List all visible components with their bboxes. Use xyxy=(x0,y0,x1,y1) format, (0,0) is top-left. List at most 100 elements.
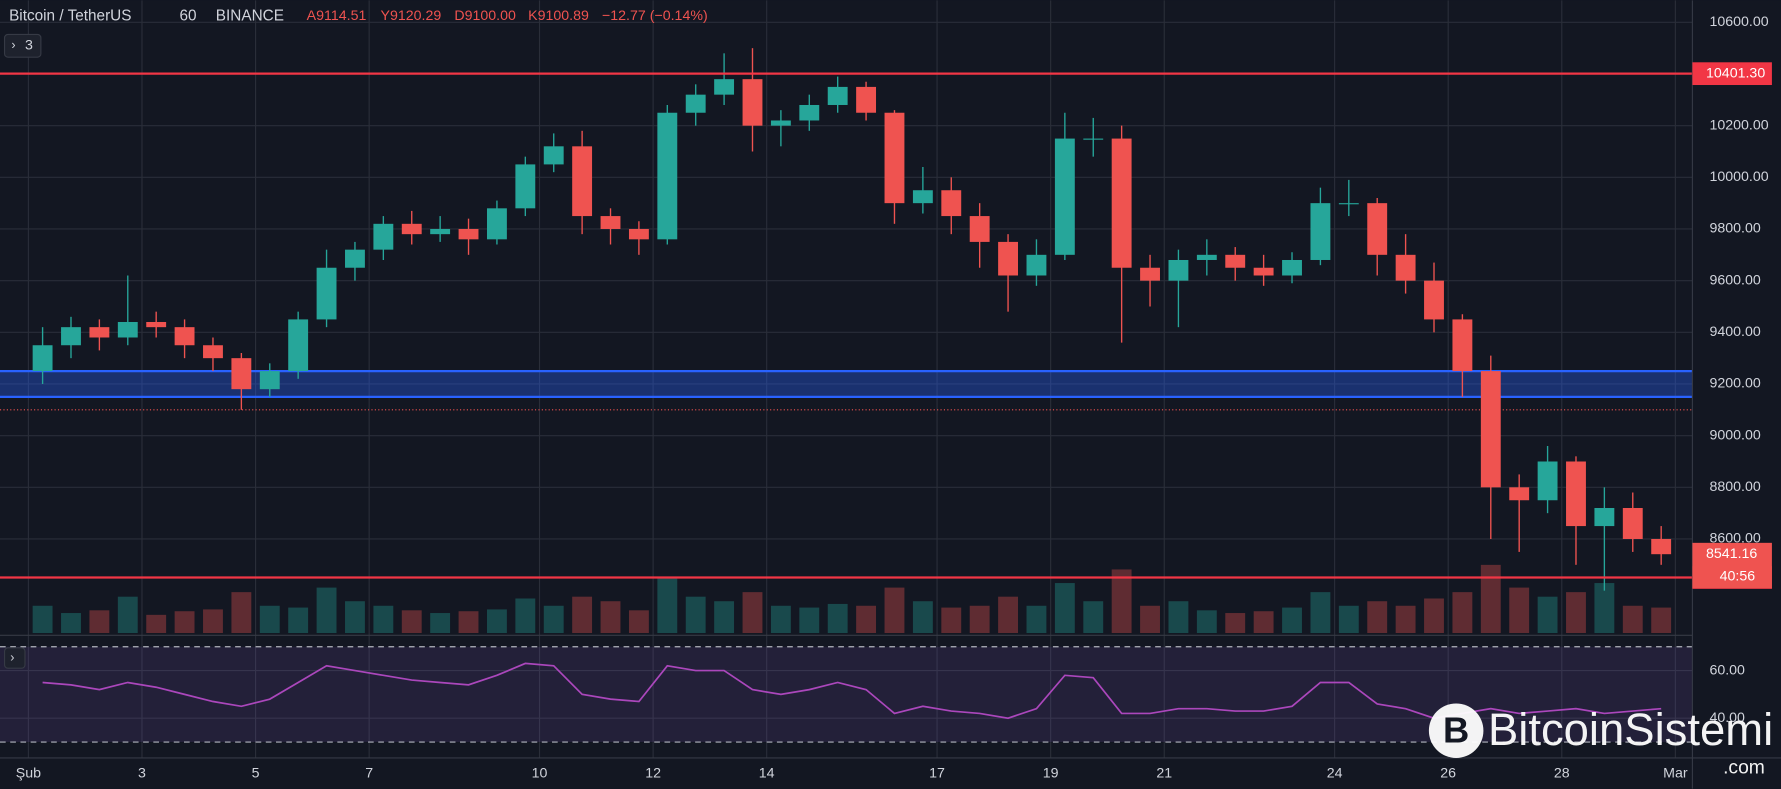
volume-bar xyxy=(1566,592,1586,634)
rsi-toggle[interactable] xyxy=(3,647,26,669)
volume-bar xyxy=(1310,592,1331,634)
rsi-line xyxy=(42,662,1662,720)
candle-body xyxy=(1395,254,1416,281)
volume-bar xyxy=(1083,601,1104,634)
candle-body xyxy=(401,223,422,235)
volume-bar xyxy=(1111,569,1132,634)
candle-body xyxy=(1111,138,1132,268)
logo-circle xyxy=(1428,703,1484,758)
y-tick-label: 9600.00 xyxy=(1709,272,1760,288)
volume-bar xyxy=(203,609,223,634)
candle-body xyxy=(1338,203,1359,205)
candle-body xyxy=(89,327,110,338)
candle-body xyxy=(1537,461,1558,501)
volume-bar xyxy=(884,587,905,634)
x-tick-label: 5 xyxy=(252,766,260,782)
x-tick-label: 26 xyxy=(1440,766,1456,782)
volume-bar xyxy=(998,596,1018,634)
volume-bar xyxy=(1196,610,1217,634)
indicator-toggle[interactable] xyxy=(3,33,42,58)
candle-body xyxy=(1622,507,1643,539)
legend-value: K9100.89 xyxy=(528,8,589,24)
candle-body xyxy=(458,228,479,240)
candle-body xyxy=(231,358,252,390)
indicator-count: 3 xyxy=(25,38,33,54)
volume-bar xyxy=(231,592,252,634)
candle-body xyxy=(657,112,678,240)
plot xyxy=(0,48,1693,743)
x-tick-label: Mar xyxy=(1663,766,1688,782)
candle-body xyxy=(1367,203,1388,255)
candle-body xyxy=(430,228,451,235)
x-tick-label: 17 xyxy=(929,766,945,782)
ohlc-legend: A9114.51 Y9120.29 D9100.00 K9100.89 −12.77 (… xyxy=(307,8,708,24)
candle-body xyxy=(912,190,933,204)
y-tick-label: 9800.00 xyxy=(1709,221,1760,237)
y-tick-label: 10600.00 xyxy=(1709,14,1768,30)
interval: 60 xyxy=(179,7,196,24)
watermark: B BitcoinSistemi .com xyxy=(1428,703,1773,778)
volume-bar xyxy=(1168,601,1189,634)
logo-b: B xyxy=(1443,710,1469,751)
candle-body xyxy=(515,164,536,209)
rsi-band xyxy=(0,646,1693,743)
candle-body xyxy=(1480,371,1501,488)
volume-bar xyxy=(401,610,422,634)
y-tick-label: 9400.00 xyxy=(1709,324,1760,340)
countdown: 40:56 xyxy=(1720,569,1756,585)
volume-bar xyxy=(856,605,877,634)
axis: 10600.0010400.0010200.0010000.009800.009… xyxy=(16,14,1772,782)
candle-body xyxy=(288,319,309,372)
candle-body xyxy=(1140,267,1160,281)
x-tick-label: 19 xyxy=(1043,766,1059,782)
y-tick-label: 9000.00 xyxy=(1709,427,1760,443)
volume-bar xyxy=(61,613,81,634)
brand-suffix: .com xyxy=(1723,757,1765,778)
y-tick-label: 9200.00 xyxy=(1709,376,1760,392)
volume-bar xyxy=(941,607,962,634)
last-price-badge xyxy=(1692,542,1772,589)
candle-body xyxy=(600,216,621,229)
grid xyxy=(0,0,1693,758)
volume-bar xyxy=(1622,605,1643,634)
x-tick-label: 28 xyxy=(1554,766,1570,782)
y-tick-label: 10200.00 xyxy=(1709,117,1768,133)
candle-body xyxy=(628,228,649,240)
candle-body xyxy=(1310,203,1331,260)
header: Bitcoin / TetherUS 60 BINANCE A9114.51 Y9… xyxy=(3,7,708,669)
candle-body xyxy=(373,223,394,250)
candle-body xyxy=(486,208,507,240)
level-label: 10401.30 xyxy=(1706,65,1765,81)
volume-bar xyxy=(316,587,337,634)
volume-bar xyxy=(912,601,933,634)
chevron: › xyxy=(11,38,15,52)
volume-bar xyxy=(117,596,138,634)
y-tick-label: 8600.00 xyxy=(1709,531,1760,547)
x-tick-label: 10 xyxy=(532,766,548,782)
candle-body xyxy=(572,146,593,217)
volume-bar xyxy=(32,605,53,634)
x-tick-label: 14 xyxy=(759,766,775,782)
legend-value: A9114.51 xyxy=(307,8,367,24)
volume-bar xyxy=(1282,607,1302,634)
candle-body xyxy=(1225,254,1246,268)
candle-body xyxy=(1424,280,1444,320)
candle-body xyxy=(117,321,138,338)
candle-body xyxy=(856,86,877,113)
candle-body xyxy=(174,327,195,346)
candle-body xyxy=(1054,138,1075,255)
volume-bar xyxy=(657,578,678,634)
x-tick-label: 12 xyxy=(645,766,661,782)
y-tick-label: 8800.00 xyxy=(1709,479,1760,495)
volume-bar xyxy=(770,605,791,634)
candle-body xyxy=(1253,267,1274,276)
candle-body xyxy=(146,321,167,328)
candle-body xyxy=(742,79,763,126)
volume-bar xyxy=(543,605,564,634)
legend-value: Y9120.29 xyxy=(381,8,442,24)
volume-bar xyxy=(259,605,280,634)
volume-bar xyxy=(174,611,195,634)
rsi-tick-label: 40.00 xyxy=(1709,710,1745,726)
volume-bar xyxy=(572,596,593,634)
volume-bar xyxy=(486,609,507,634)
